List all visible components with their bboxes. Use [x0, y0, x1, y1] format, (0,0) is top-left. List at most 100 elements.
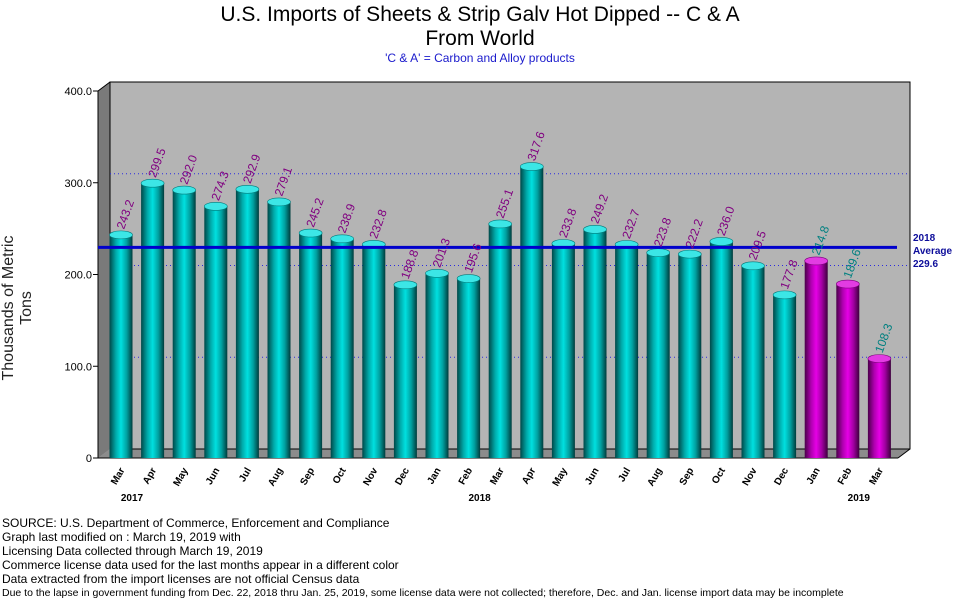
x-tick-label: Oct [331, 465, 349, 486]
bar-cap [235, 184, 260, 194]
bar [741, 261, 765, 458]
bar-body [773, 294, 797, 458]
bar-cap [677, 249, 702, 259]
x-tick-label: Oct [710, 465, 728, 486]
x-tick-label: Aug [646, 466, 665, 488]
x-tick-label: Apr [141, 466, 159, 487]
x-tick-label: Nov [741, 466, 760, 488]
x-tick-label: Feb [836, 466, 854, 487]
bar-body [488, 223, 512, 458]
bar-cap [172, 185, 196, 195]
source-notes: SOURCE: U.S. Department of Commerce, Enf… [2, 516, 844, 600]
note-source: SOURCE: U.S. Department of Commerce, Enf… [2, 516, 390, 530]
bar-body [520, 166, 544, 459]
bar-cap [330, 234, 355, 244]
x-tick-label: Apr [520, 466, 538, 487]
x-tick-label: Mar [868, 466, 886, 487]
bar-cap [393, 280, 418, 290]
bar [488, 219, 513, 458]
bar [267, 197, 291, 458]
note-color: Commerce license data used for the last … [2, 558, 399, 572]
bar-body [551, 243, 575, 458]
bar-body [678, 254, 702, 458]
y-tick-label: 200.0 [64, 270, 92, 282]
bar-cap [646, 248, 671, 257]
bar-cap [425, 269, 449, 278]
x-tick-label: Jan [425, 466, 443, 486]
bar-body [867, 358, 891, 458]
bar-body [646, 252, 670, 458]
x-tick-label: Mar [109, 466, 127, 487]
y-tick-label: 400.0 [64, 86, 92, 98]
x-tick-label: Dec [772, 466, 791, 488]
bar-cap [488, 219, 513, 229]
bar-body [583, 229, 607, 458]
note-licensing: Licensing Data collected through March 1… [2, 544, 263, 558]
chart-subtitle: 'C & A' = Carbon and Alloy products [385, 51, 575, 65]
bar-body [457, 278, 481, 458]
bar [393, 280, 418, 458]
year-label: 2019 [848, 493, 871, 504]
bar-cap [772, 290, 797, 300]
average-label-text: Average [913, 246, 953, 257]
x-tick-label: Sep [678, 466, 697, 487]
bar-cap [804, 256, 829, 266]
bar [646, 248, 671, 458]
x-tick-label: Jun [204, 466, 222, 487]
year-label: 2018 [468, 493, 491, 504]
bar [804, 256, 829, 458]
bar-cap [204, 202, 228, 211]
x-tick-label: Nov [361, 466, 380, 488]
x-tick-label: Feb [457, 466, 475, 487]
bar-body [267, 201, 291, 458]
bar [298, 228, 323, 458]
bar [614, 240, 639, 458]
bar-body [299, 233, 323, 458]
bar-body [235, 189, 259, 458]
bar-cap [835, 279, 860, 289]
bar-cap [456, 274, 481, 283]
x-tick-label: Sep [298, 466, 317, 487]
bar [456, 274, 481, 458]
bar-cap [140, 178, 165, 188]
bar [425, 269, 449, 458]
x-tick-label: Jan [805, 466, 823, 486]
x-tick-label: May [172, 466, 191, 489]
bar [772, 290, 797, 458]
bar-body [172, 190, 196, 458]
bar-cap [519, 162, 544, 171]
x-tick-label: Jun [583, 466, 601, 487]
bar [330, 234, 355, 458]
bar [583, 225, 607, 458]
bar-body [741, 265, 765, 458]
bar [519, 162, 544, 459]
x-tick-label: Mar [488, 466, 506, 487]
bar-cap [109, 230, 133, 240]
chart-title: U.S. Imports of Sheets & Strip Galv Hot … [220, 3, 740, 26]
y-tick-label: 100.0 [64, 361, 92, 373]
x-tick-label: Aug [266, 466, 285, 488]
bar-body [615, 244, 639, 458]
year-label: 2017 [121, 493, 144, 504]
bar [172, 185, 196, 458]
average-label-value: 229.6 [913, 259, 939, 270]
bar [551, 239, 576, 458]
bar-body [836, 284, 860, 458]
x-tick-label: May [551, 466, 570, 489]
bar-cap [741, 261, 765, 271]
bar [677, 249, 702, 458]
x-tick-label: Jul [237, 466, 254, 484]
x-tick-label: Dec [393, 466, 412, 488]
bar [361, 240, 386, 458]
bar-body [330, 238, 354, 458]
bar [140, 178, 165, 459]
bar-body [804, 260, 828, 458]
y-tick-label: 300.0 [64, 178, 92, 190]
bar [709, 237, 734, 458]
bar-cap [298, 228, 323, 238]
bar [204, 202, 228, 458]
chart-title-line2: From World [425, 27, 535, 50]
bar-body [141, 183, 165, 459]
note-census: Data extracted from the import licenses … [2, 572, 360, 586]
